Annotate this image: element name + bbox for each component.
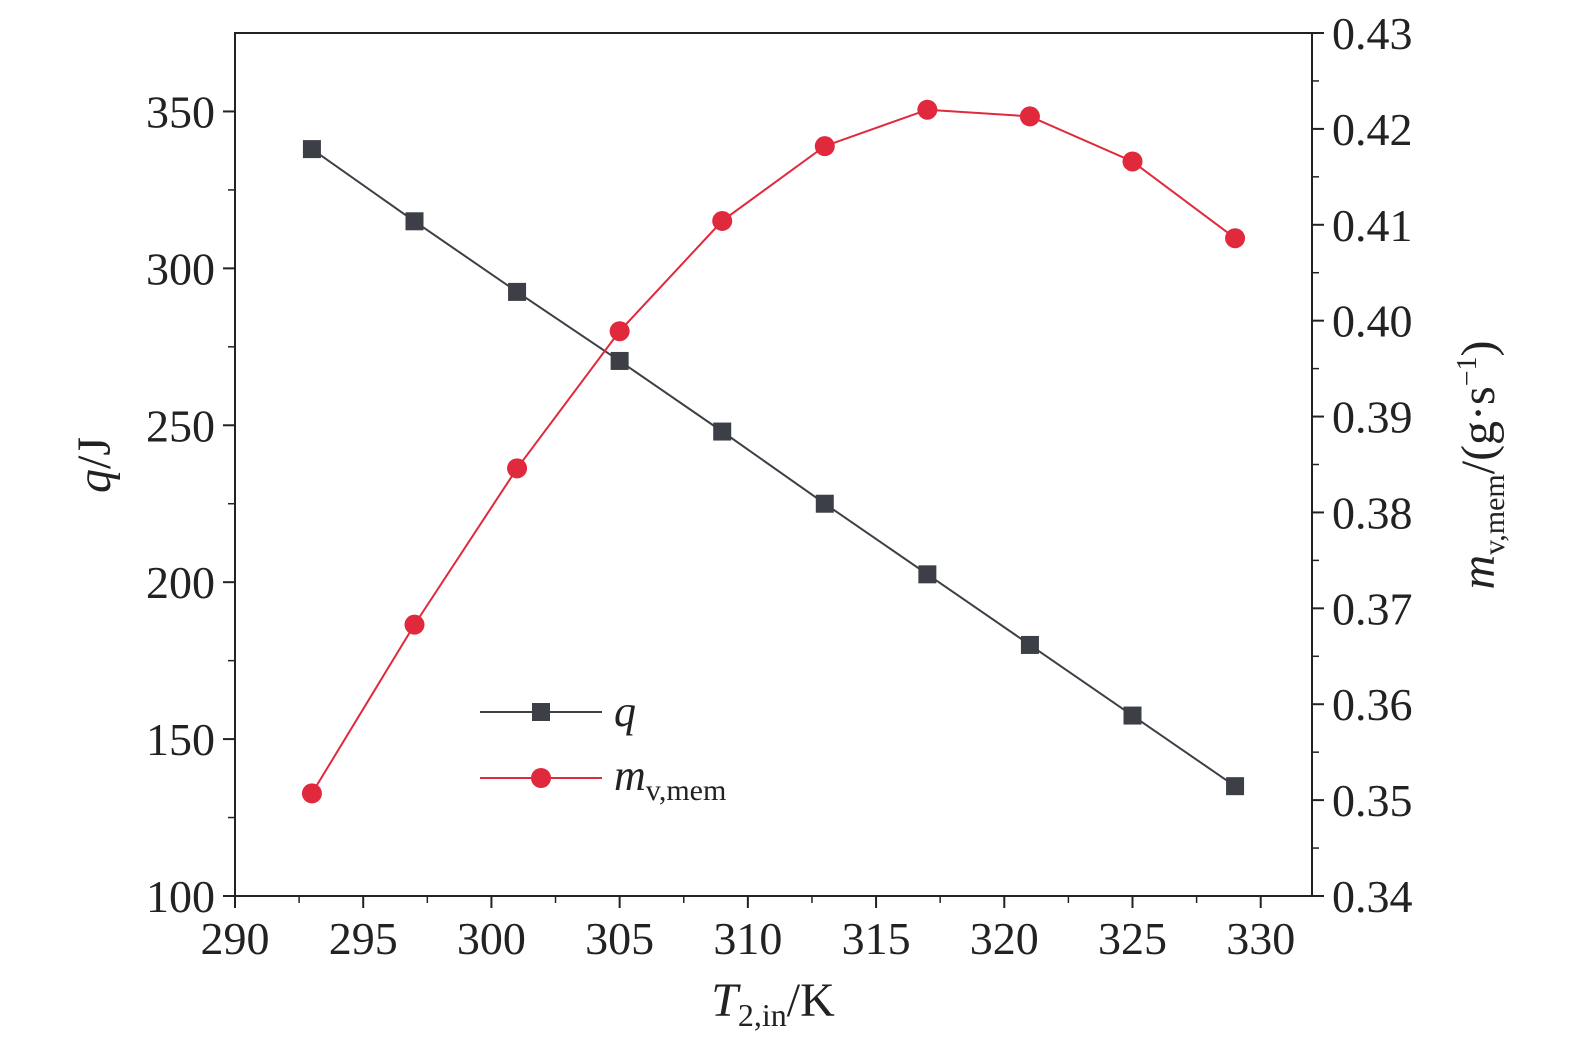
x-tick-label-2: 300: [457, 913, 526, 964]
left-y-axis-title-rest: /J: [68, 437, 121, 469]
series-line-mv: [311, 108, 1236, 794]
x-tick-label-4: 310: [713, 913, 782, 964]
x-tick-label-7: 325: [1098, 913, 1167, 964]
series-layer: [301, 99, 1246, 804]
right-y-tick-label-3: 0.37: [1332, 583, 1413, 634]
legend-label-mv-sub: v,mem: [646, 774, 727, 807]
point-mv-1: [404, 614, 425, 635]
point-q-3: [610, 351, 629, 370]
right-y-tick-label-6: 0.40: [1332, 296, 1413, 347]
x-tick-label-8: 330: [1226, 913, 1295, 964]
x-axis-title-sub: 2,in: [738, 997, 787, 1033]
point-mv-7: [1019, 106, 1040, 127]
x-axis-title-rest: /K: [787, 974, 835, 1027]
x-tick-label-3: 305: [585, 913, 654, 964]
point-mv-8: [1122, 151, 1143, 172]
legend-marker-mv: [531, 768, 551, 788]
x-tick-label-6: 320: [970, 913, 1039, 964]
right-y-tick-label-4: 0.38: [1332, 487, 1413, 538]
left-y-tick-label-3: 250: [146, 400, 215, 451]
left-y-tick-label-0: 100: [146, 871, 215, 922]
right-y-axis-title-sup: −1: [1452, 356, 1483, 386]
right-y-tick-label-7: 0.41: [1332, 200, 1413, 251]
series-line-q: [311, 148, 1236, 788]
right-y-axis-title: mv,mem/(g·s−1): [1452, 341, 1511, 590]
right-y-tick-label-9: 0.43: [1332, 8, 1413, 59]
left-y-tick-label-5: 350: [146, 86, 215, 137]
left-y-axis-title-main: q: [68, 469, 121, 493]
legend-label-mv: mv,mem: [614, 751, 726, 807]
x-tick-label-5: 315: [842, 913, 911, 964]
left-y-axis-title: q/J: [68, 437, 121, 493]
point-q-7: [1020, 635, 1039, 654]
legend-label-q: q: [614, 687, 636, 736]
axes-group: [234, 32, 1313, 897]
plot-frame: [234, 32, 1313, 897]
legend-label-mv-main: m: [614, 751, 646, 800]
right-y-tick-label-5: 0.39: [1332, 392, 1413, 443]
right-y-axis-title-main: m: [1452, 555, 1505, 590]
right-y-ticks: 0.34 0.35 0.36 0.37 0.38 0.39 0.40 0.41 0.42 0.43: [1312, 8, 1413, 922]
right-y-tick-label-0: 0.34: [1332, 871, 1413, 922]
point-q-2: [508, 282, 527, 301]
point-mv-3: [609, 321, 630, 342]
right-y-axis-title-close: ): [1452, 341, 1505, 357]
point-q-1: [405, 212, 424, 231]
legend: q mv,mem: [480, 687, 726, 807]
point-mv-6: [917, 99, 938, 120]
point-q-8: [1123, 706, 1142, 725]
right-y-axis-title-rest: /(g·s: [1452, 386, 1505, 474]
left-y-ticks: 100 150 200 250 300 350: [146, 86, 235, 922]
x-tick-label-1: 295: [329, 913, 398, 964]
point-mv-2: [507, 458, 528, 479]
x-axis-title: T2,in/K: [711, 974, 835, 1033]
point-mv-4: [712, 210, 733, 231]
left-y-tick-label-2: 200: [146, 557, 215, 608]
point-q-9: [1226, 777, 1245, 796]
point-q-6: [918, 565, 937, 584]
point-mv-0: [301, 783, 322, 804]
point-mv-5: [814, 136, 835, 157]
left-y-tick-label-4: 300: [146, 243, 215, 294]
x-tick-label-0: 290: [201, 913, 270, 964]
x-axis-title-main: T: [711, 974, 741, 1027]
right-y-tick-label-1: 0.35: [1332, 775, 1413, 826]
x-ticks: 290 295 300 305 310 315 320 325 330: [201, 896, 1295, 964]
right-y-axis-title-sub: v,mem: [1478, 474, 1511, 555]
legend-label-q-main: q: [614, 687, 636, 736]
legend-marker-q: [532, 703, 550, 721]
point-q-5: [815, 494, 834, 513]
point-mv-9: [1225, 228, 1246, 249]
point-q-4: [713, 422, 732, 441]
right-y-tick-label-8: 0.42: [1332, 104, 1413, 155]
left-y-tick-label-1: 150: [146, 714, 215, 765]
right-y-tick-label-2: 0.36: [1332, 679, 1413, 730]
point-q-0: [302, 140, 321, 159]
